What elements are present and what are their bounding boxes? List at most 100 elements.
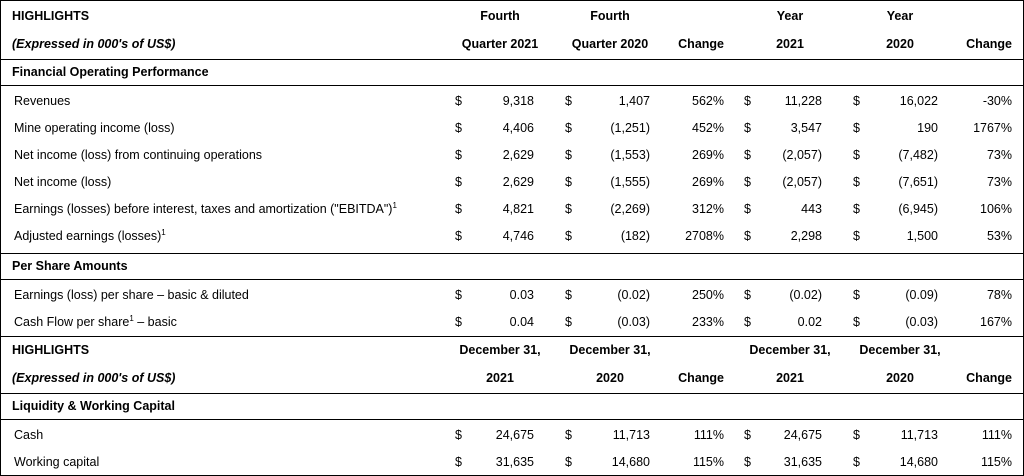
currency-symbol: $ — [744, 315, 751, 329]
col2-header-b-line1: December 31, — [569, 343, 651, 357]
row-label: Net income (loss) from continuing operat… — [14, 148, 262, 162]
cell-change-quarter: 269% — [692, 175, 724, 189]
cell-change-year: 73% — [986, 175, 1012, 189]
currency-symbol: $ — [455, 288, 462, 302]
currency-symbol: $ — [565, 121, 572, 135]
cell-year-2021: 0.02 — [797, 315, 822, 329]
currency-symbol: $ — [853, 175, 860, 189]
col-header-y20-line1: Year — [886, 9, 914, 23]
row-label: Cash Flow per share1 – basic — [14, 315, 177, 330]
col-header-y21-line1: Year — [776, 9, 804, 23]
cell-change-quarter: 312% — [692, 202, 724, 216]
divider — [1, 279, 1023, 280]
cell-year-2020: (0.03) — [905, 315, 938, 329]
currency-symbol: $ — [744, 121, 751, 135]
row-label: Earnings (loss) per share – basic & dilu… — [14, 288, 249, 302]
cell-q4-2020: (1,251) — [610, 121, 650, 135]
cell-year-2020: (7,482) — [898, 148, 938, 162]
table-title-2: HIGHLIGHTS — [12, 343, 90, 357]
section-liquidity: Liquidity & Working Capital — [12, 399, 175, 413]
currency-symbol: $ — [455, 148, 462, 162]
row-label-text: Net income (loss) — [14, 175, 112, 189]
cell-q4-2021: 0.03 — [509, 288, 534, 302]
table-subtitle: (Expressed in 000's of US$) — [12, 37, 176, 51]
col-header-q20-line2: Quarter 2020 — [571, 37, 649, 51]
currency-symbol: $ — [455, 455, 462, 469]
cell-q4-2021: 24,675 — [495, 428, 534, 442]
divider — [1, 85, 1023, 86]
cell-year-2021: 31,635 — [783, 455, 822, 469]
col-header-q21-line1: Fourth — [480, 9, 520, 23]
cell-change-year: -30% — [982, 94, 1012, 108]
currency-symbol: $ — [853, 455, 860, 469]
currency-symbol: $ — [565, 94, 572, 108]
row-label-text: Revenues — [14, 94, 71, 108]
col2-header-a-line2: 2021 — [486, 371, 514, 385]
cell-year-2020: 1,500 — [906, 229, 938, 243]
col2-header-change-2: Change — [966, 371, 1012, 385]
cell-change-quarter: 233% — [692, 315, 724, 329]
col-header-y20-line2: 2020 — [886, 37, 914, 51]
currency-symbol: $ — [853, 121, 860, 135]
currency-symbol: $ — [455, 94, 462, 108]
cell-change-quarter: 452% — [692, 121, 724, 135]
cell-year-2021: (0.02) — [789, 288, 822, 302]
currency-symbol: $ — [853, 315, 860, 329]
cell-change-year: 78% — [986, 288, 1012, 302]
cell-year-2020: 190 — [917, 121, 938, 135]
currency-symbol: $ — [744, 455, 751, 469]
cell-year-2021: 24,675 — [783, 428, 822, 442]
col2-header-a-line1: December 31, — [459, 343, 541, 357]
row-label: Cash — [14, 428, 43, 442]
cell-change-quarter: 2708% — [685, 229, 724, 243]
currency-symbol: $ — [455, 428, 462, 442]
table-title: HIGHLIGHTS — [12, 9, 90, 23]
currency-symbol: $ — [744, 428, 751, 442]
cell-change-year: 115% — [980, 455, 1012, 469]
col-header-y21-line2: 2021 — [776, 37, 804, 51]
col2-header-b-line2: 2020 — [596, 371, 624, 385]
cell-q4-2020: 1,407 — [618, 94, 650, 108]
cell-change-year: 73% — [986, 148, 1012, 162]
cell-q4-2021: 4,821 — [502, 202, 534, 216]
cell-year-2021: 11,228 — [784, 94, 822, 108]
row-label: Revenues — [14, 94, 70, 108]
section-financial: Financial Operating Performance — [12, 65, 209, 79]
currency-symbol: $ — [565, 229, 572, 243]
col2-header-c-line2: 2021 — [776, 371, 804, 385]
cell-q4-2021: 2,629 — [502, 175, 534, 189]
cell-year-2020: 16,022 — [899, 94, 938, 108]
currency-symbol: $ — [565, 202, 572, 216]
cell-change-year: 167% — [980, 315, 1012, 329]
row-label-text: Mine operating income (loss) — [14, 121, 175, 135]
row-label: Mine operating income (loss) — [14, 121, 175, 135]
cell-q4-2020: 11,713 — [612, 428, 650, 442]
cell-year-2020: (7,651) — [898, 175, 938, 189]
cell-year-2021: (2,057) — [782, 148, 822, 162]
col-header-change-2: Change — [966, 37, 1012, 51]
currency-symbol: $ — [455, 229, 462, 243]
currency-symbol: $ — [565, 288, 572, 302]
currency-symbol: $ — [853, 94, 860, 108]
col2-header-d-line1: December 31, — [859, 343, 941, 357]
row-label-text: Adjusted earnings (losses) — [14, 229, 162, 243]
row-label-text: Cash — [14, 428, 44, 442]
row-label: Adjusted earnings (losses)1 — [14, 229, 166, 244]
row-label-text: Working capital — [14, 455, 100, 469]
currency-symbol: $ — [853, 229, 860, 243]
cell-q4-2021: 0.04 — [509, 315, 534, 329]
col-header-q20-line1: Fourth — [590, 9, 630, 23]
cell-q4-2020: (182) — [620, 229, 650, 243]
cell-year-2021: 443 — [801, 202, 822, 216]
currency-symbol: $ — [853, 288, 860, 302]
col-header-q21-line2: Quarter 2021 — [461, 37, 539, 51]
currency-symbol: $ — [853, 202, 860, 216]
cell-q4-2021: 2,629 — [502, 148, 534, 162]
currency-symbol: $ — [565, 315, 572, 329]
divider — [1, 59, 1023, 60]
cell-change-quarter: 562% — [692, 94, 724, 108]
cell-change-quarter: 269% — [692, 148, 724, 162]
col2-header-d-line2: 2020 — [886, 371, 914, 385]
cell-q4-2021: 31,635 — [495, 455, 534, 469]
currency-symbol: $ — [744, 229, 751, 243]
